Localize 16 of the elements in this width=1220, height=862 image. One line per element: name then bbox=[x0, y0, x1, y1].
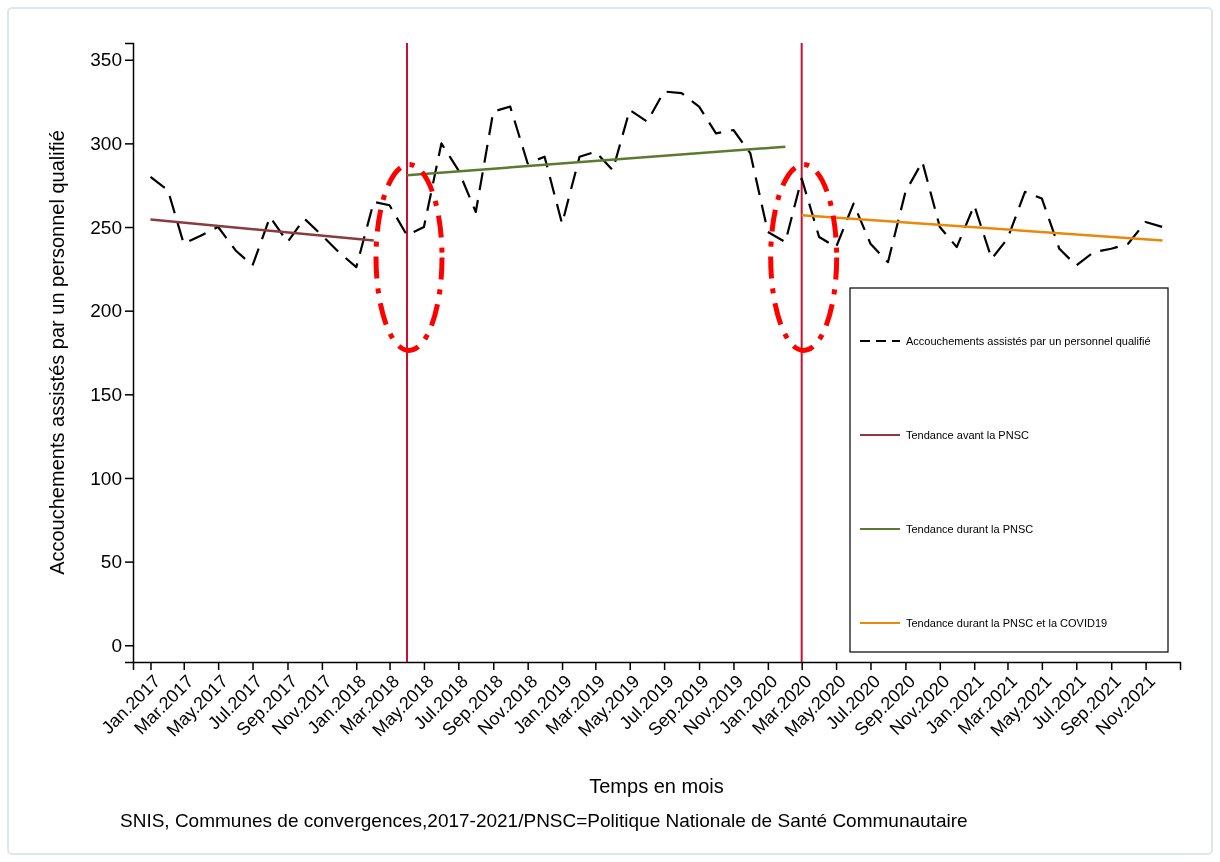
y-tick-label: 300 bbox=[90, 132, 122, 154]
legend-label: Accouchements assistés par un personnel qualifié bbox=[906, 335, 1151, 347]
legend-label: Tendance durant la PNSC bbox=[906, 523, 1034, 535]
legend-label: Tendance durant la PNSC et la COVID19 bbox=[906, 617, 1108, 629]
y-tick-label: 200 bbox=[90, 300, 122, 322]
y-tick-label: 0 bbox=[111, 634, 122, 656]
y-tick-label: 250 bbox=[90, 216, 122, 238]
x-axis-title: Temps en mois bbox=[589, 775, 724, 797]
y-tick-label: 350 bbox=[90, 49, 122, 71]
y-tick-label: 50 bbox=[100, 551, 122, 573]
legend-label: Tendance avant la PNSC bbox=[906, 429, 1029, 441]
y-tick-label: 150 bbox=[90, 383, 122, 405]
y-tick-label: 100 bbox=[90, 467, 122, 489]
line-series bbox=[149, 90, 1164, 269]
y-axis-title: Accouchements assistés par un personnel qualifié bbox=[46, 130, 68, 575]
text: SNIS, Communes de convergences,2017-2021/PNSC=Politique Nationale de Santé Communautaire bbox=[120, 810, 968, 831]
